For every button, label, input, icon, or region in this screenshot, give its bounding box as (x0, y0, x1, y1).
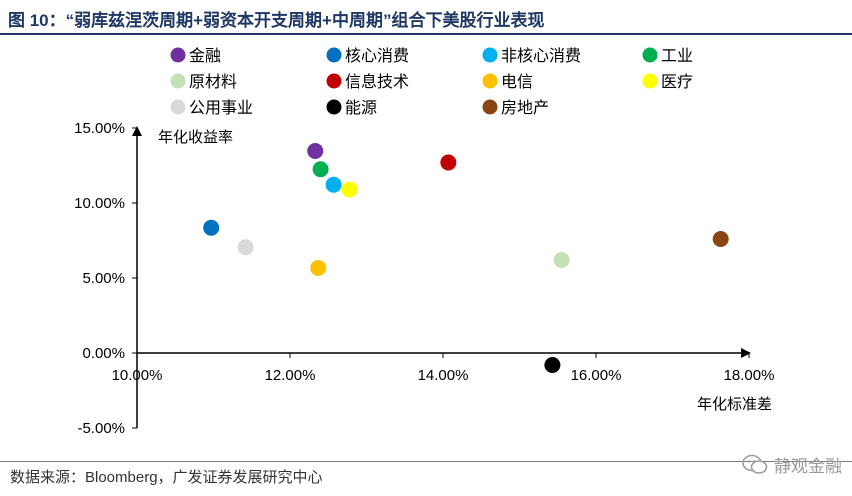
data-points (203, 142, 729, 373)
point-4 (553, 252, 570, 268)
legend-marker (642, 73, 658, 89)
y-axis-title: 年化收益率 (158, 129, 233, 146)
y-tick-label: 5.00% (82, 270, 125, 287)
source-note: 数据来源：Bloomberg，广发证券发展研究中心 (10, 469, 323, 486)
x-tick-label: 18.00% (724, 367, 775, 384)
point-6 (310, 259, 327, 276)
legend-label: 医疗 (661, 73, 693, 91)
legend-label: 房地产 (501, 99, 549, 117)
point-2 (325, 176, 342, 193)
x-tick-label: 14.00% (418, 367, 469, 384)
wechat-icon (742, 454, 768, 474)
y-tick-label: 0.00% (82, 345, 125, 362)
point-1 (203, 219, 220, 236)
x-tick-label: 10.00% (112, 367, 163, 384)
watermark-text: 静观金融 (774, 457, 842, 476)
point-7 (341, 181, 358, 198)
source-rule (0, 461, 852, 462)
legend-marker (482, 99, 498, 115)
x-tick-label: 16.00% (571, 367, 622, 384)
legend-label: 工业 (661, 47, 693, 65)
legend-label: 非核心消费 (501, 47, 581, 65)
legend-label: 核心消费 (345, 47, 409, 65)
legend-marker (326, 47, 342, 63)
legend-marker (482, 73, 498, 89)
legend-marker (482, 47, 498, 63)
point-9 (544, 357, 561, 373)
point-8 (237, 239, 254, 256)
legend-marker (170, 99, 186, 115)
legend-label: 能源 (345, 99, 377, 117)
axes: 10.00% 12.00% 14.00% 16.00% 18.00% -5.00% 0.00… (74, 120, 774, 437)
point-10 (712, 231, 729, 247)
legend-marker (326, 73, 342, 89)
point-0 (307, 142, 324, 159)
legend-label: 金融 (189, 47, 221, 65)
y-tick-label: -5.00% (77, 420, 125, 437)
watermark: 静观金融 (742, 452, 842, 477)
legend-label: 公用事业 (189, 99, 253, 117)
point-5 (440, 154, 457, 171)
legend-marker (170, 47, 186, 63)
legend-marker (326, 99, 342, 115)
legend-label: 原材料 (189, 73, 237, 91)
legend-marker (170, 73, 186, 89)
y-tick-label: 10.00% (74, 195, 125, 212)
x-tick-label: 12.00% (265, 367, 316, 384)
title-rule (0, 33, 852, 35)
point-3 (312, 161, 329, 178)
legend-label: 信息技术 (345, 73, 409, 91)
legend-label: 电信 (501, 73, 533, 91)
x-axis-title: 年化标准差 (697, 396, 772, 413)
chart-title: 图 10：“弱库兹涅茨周期+弱资本开支周期+中周期”组合下美股行业表现 (8, 11, 545, 30)
y-tick-label: 15.00% (74, 120, 125, 137)
legend-marker (642, 47, 658, 63)
